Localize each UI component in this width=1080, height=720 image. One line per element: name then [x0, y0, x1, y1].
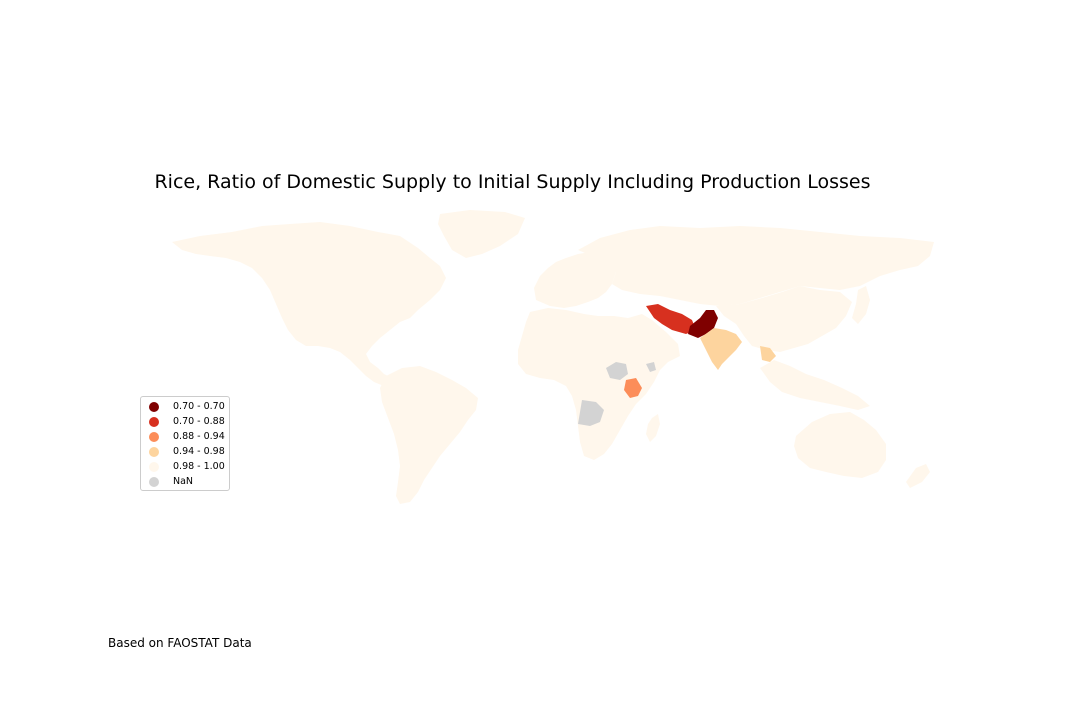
region-south-sudan: [606, 362, 628, 380]
region-somalia: [646, 362, 656, 372]
legend-label: 0.70 - 0.70: [173, 401, 225, 412]
region-southeast-asia: [760, 360, 870, 410]
legend-label: 0.88 - 0.94: [173, 431, 225, 442]
map-legend: 0.70 - 0.70 0.70 - 0.88 0.88 - 0.94 0.94…: [140, 396, 230, 491]
region-madagascar: [646, 414, 660, 442]
region-australia: [794, 412, 886, 478]
region-myanmar: [760, 346, 776, 362]
legend-item: 0.94 - 0.98: [141, 444, 229, 459]
legend-item: NaN: [141, 474, 229, 489]
legend-item: 0.98 - 1.00: [141, 459, 229, 474]
region-china: [716, 286, 852, 352]
legend-item: 0.70 - 0.88: [141, 414, 229, 429]
legend-item: 0.88 - 0.94: [141, 429, 229, 444]
region-russia: [578, 226, 934, 306]
region-iran: [646, 304, 696, 334]
legend-swatch: [149, 416, 159, 427]
region-south-america: [380, 366, 478, 504]
region-new-zealand: [906, 464, 930, 488]
legend-label: NaN: [173, 476, 194, 487]
legend-swatch: [149, 401, 159, 412]
legend-swatch: [149, 476, 159, 487]
region-north-america: [172, 222, 446, 388]
legend-swatch: [149, 446, 159, 457]
legend-label: 0.70 - 0.88: [173, 416, 225, 427]
region-greenland: [438, 210, 525, 258]
region-angola: [578, 400, 604, 426]
legend-swatch: [149, 431, 159, 442]
legend-label: 0.94 - 0.98: [173, 446, 225, 457]
legend-swatch: [149, 461, 159, 472]
region-europe: [534, 252, 616, 308]
region-pakistan: [688, 310, 718, 338]
region-india: [700, 328, 742, 370]
region-japan: [852, 286, 870, 324]
source-credit: Based on FAOSTAT Data: [108, 636, 252, 650]
region-africa: [518, 308, 680, 460]
region-kenya: [624, 378, 642, 398]
legend-label: 0.98 - 1.00: [173, 461, 225, 472]
map-title: Rice, Ratio of Domestic Supply to Initia…: [154, 171, 871, 193]
legend-item: 0.70 - 0.70: [141, 399, 229, 414]
